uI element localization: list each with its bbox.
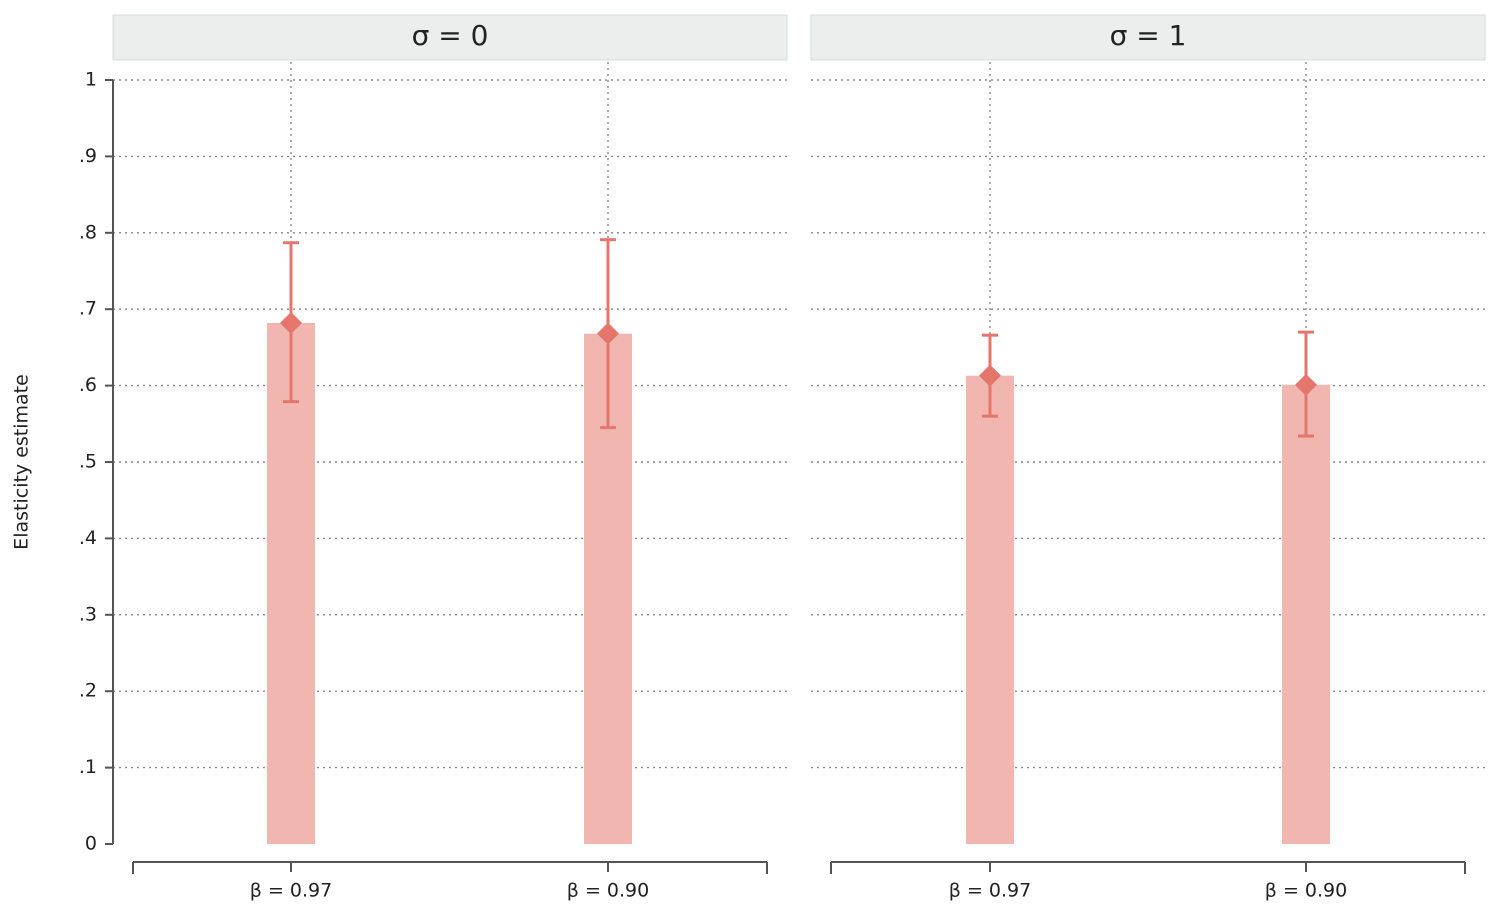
point-marker <box>1295 373 1317 396</box>
y-tick-label: 0 <box>85 833 97 855</box>
y-tick-label: .2 <box>79 680 97 702</box>
strip <box>112 14 788 61</box>
x-tick-label: β = 0.97 <box>949 880 1031 902</box>
y-tick-label: .7 <box>79 298 97 320</box>
x-tick-label: β = 0.97 <box>250 880 332 902</box>
y-tick-label: .8 <box>79 221 97 243</box>
x-tick-label: β = 0.90 <box>1265 880 1347 902</box>
y-axis-title: Elasticity estimate <box>11 374 33 550</box>
bar <box>966 375 1014 844</box>
point-marker <box>280 311 302 334</box>
y-tick-label: .5 <box>79 451 97 473</box>
y-tick-label: .3 <box>79 603 97 625</box>
y-tick-label: .6 <box>79 374 97 396</box>
bar <box>1282 384 1330 844</box>
y-tick-label: .1 <box>79 756 97 778</box>
point-marker <box>979 364 1001 387</box>
strip <box>810 14 1486 61</box>
panel-title: σ = 0 <box>412 19 489 52</box>
x-tick-label: β = 0.90 <box>567 880 649 902</box>
y-tick-label: .4 <box>79 527 97 549</box>
panel-title: σ = 1 <box>1110 19 1187 52</box>
bar <box>267 322 315 844</box>
point-marker <box>597 322 619 345</box>
y-tick-label: .9 <box>79 145 97 167</box>
y-tick-label: 1 <box>85 69 97 91</box>
